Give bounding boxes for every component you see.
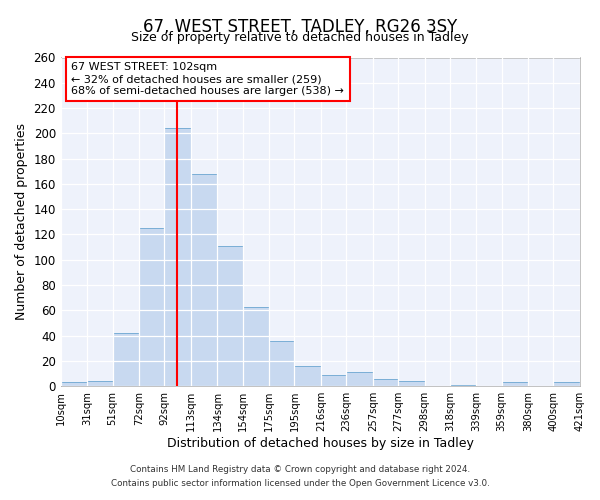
- Bar: [346, 372, 373, 386]
- Bar: [502, 382, 528, 386]
- Bar: [113, 333, 139, 386]
- Bar: [295, 366, 321, 386]
- Text: Contains HM Land Registry data © Crown copyright and database right 2024.
Contai: Contains HM Land Registry data © Crown c…: [110, 466, 490, 487]
- Bar: [164, 128, 191, 386]
- Bar: [373, 378, 398, 386]
- Bar: [321, 375, 346, 386]
- Text: 67 WEST STREET: 102sqm
← 32% of detached houses are smaller (259)
68% of semi-de: 67 WEST STREET: 102sqm ← 32% of detached…: [71, 62, 344, 96]
- Bar: [398, 381, 425, 386]
- Bar: [61, 382, 88, 386]
- Bar: [139, 228, 164, 386]
- Bar: [243, 306, 269, 386]
- Bar: [88, 381, 113, 386]
- Text: 67, WEST STREET, TADLEY, RG26 3SY: 67, WEST STREET, TADLEY, RG26 3SY: [143, 18, 457, 36]
- Bar: [217, 246, 243, 386]
- Bar: [269, 340, 295, 386]
- Bar: [191, 174, 217, 386]
- Text: Size of property relative to detached houses in Tadley: Size of property relative to detached ho…: [131, 31, 469, 44]
- Bar: [553, 382, 580, 386]
- Y-axis label: Number of detached properties: Number of detached properties: [15, 124, 28, 320]
- X-axis label: Distribution of detached houses by size in Tadley: Distribution of detached houses by size …: [167, 437, 474, 450]
- Bar: [450, 385, 476, 386]
